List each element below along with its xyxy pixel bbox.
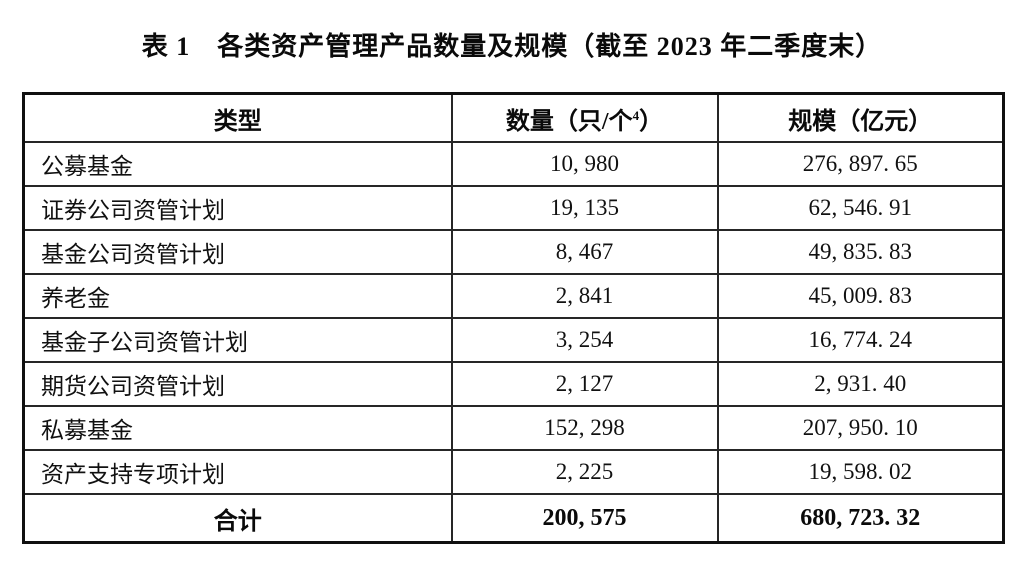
header-scale: 规模（亿元）: [716, 92, 1005, 143]
row-count-cell: 19, 135: [450, 185, 719, 231]
table-row: 资产支持专项计划 2, 225 19, 598. 02: [22, 449, 1005, 495]
table-row: 期货公司资管计划 2, 127 2, 931. 40: [22, 361, 1005, 407]
page-title: 表 1 各类资产管理产品数量及规模（截至 2023 年二季度末）: [141, 32, 883, 61]
total-scale-cell: 680, 723. 32: [716, 493, 1005, 544]
row-scale-cell: 16, 774. 24: [716, 317, 1005, 363]
row-scale-cell: 19, 598. 02: [716, 449, 1005, 495]
row-count-cell: 3, 254: [450, 317, 719, 363]
row-scale-cell: 276, 897. 65: [716, 141, 1005, 187]
row-type-cell: 证券公司资管计划: [22, 185, 453, 231]
row-scale-cell: 62, 546. 91: [716, 185, 1005, 231]
row-count-cell: 2, 127: [450, 361, 719, 407]
row-type-cell: 期货公司资管计划: [22, 361, 453, 407]
header-count: 数量（只/个4）: [450, 92, 719, 143]
header-count-suffix: ）: [639, 108, 664, 135]
row-scale-cell: 207, 950. 10: [716, 405, 1005, 451]
row-scale-cell: 2, 931. 40: [716, 361, 1005, 407]
row-type-cell: 基金公司资管计划: [22, 229, 453, 275]
table-total-row: 合计 200, 575 680, 723. 32: [22, 493, 1005, 544]
row-count-cell: 2, 841: [450, 273, 719, 319]
table-row: 证券公司资管计划 19, 135 62, 546. 91: [22, 185, 1005, 231]
asset-products-table: 类型 数量（只/个4） 规模（亿元） 公募基金 10, 980 276, 897…: [22, 92, 1005, 544]
row-count-cell: 152, 298: [450, 405, 719, 451]
header-count-footnote: 4: [632, 107, 640, 123]
row-count-cell: 10, 980: [450, 141, 719, 187]
row-scale-cell: 45, 009. 83: [716, 273, 1005, 319]
table-row: 基金子公司资管计划 3, 254 16, 774. 24: [22, 317, 1005, 363]
table-header-row: 类型 数量（只/个4） 规模（亿元）: [22, 92, 1005, 143]
table-row: 养老金 2, 841 45, 009. 83: [22, 273, 1005, 319]
row-scale-cell: 49, 835. 83: [716, 229, 1005, 275]
row-type-cell: 资产支持专项计划: [22, 449, 453, 495]
row-type-cell: 公募基金: [22, 141, 453, 187]
row-type-cell: 私募基金: [22, 405, 453, 451]
header-type: 类型: [22, 92, 453, 143]
row-type-cell: 基金子公司资管计划: [22, 317, 453, 363]
row-type-cell: 养老金: [22, 273, 453, 319]
row-count-cell: 8, 467: [450, 229, 719, 275]
table-row: 公募基金 10, 980 276, 897. 65: [22, 141, 1005, 187]
header-count-prefix: 数量（只/个: [505, 108, 633, 135]
total-type-cell: 合计: [22, 493, 453, 544]
table-row: 基金公司资管计划 8, 467 49, 835. 83: [22, 229, 1005, 275]
row-count-cell: 2, 225: [450, 449, 719, 495]
table-row: 私募基金 152, 298 207, 950. 10: [22, 405, 1005, 451]
total-count-cell: 200, 575: [450, 493, 719, 544]
